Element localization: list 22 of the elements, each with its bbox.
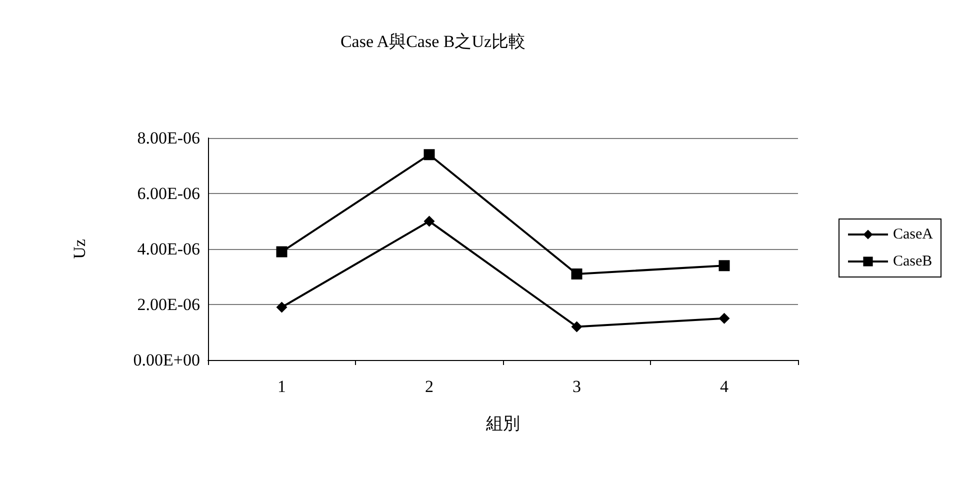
x-tick-label: 2 (425, 377, 434, 396)
legend-label: CaseA (893, 226, 934, 242)
point (718, 312, 730, 324)
point (276, 246, 288, 258)
x-tick-label: 4 (720, 377, 729, 396)
x-tick-label: 3 (572, 377, 581, 396)
y-tick-label: 4.00E-06 (137, 240, 200, 258)
chart-title: Case A與Case B之Uz比較 (340, 32, 526, 51)
point (424, 149, 435, 160)
legend-label: CaseB (893, 254, 932, 270)
point (276, 302, 288, 313)
point (424, 216, 435, 227)
x-axis-title: 組別 (485, 414, 520, 433)
point (571, 268, 582, 280)
y-tick-label: 6.00E-06 (137, 184, 200, 203)
y-tick-label: 0.00E+00 (133, 350, 200, 370)
point (571, 321, 582, 332)
point (718, 260, 730, 272)
y-tick-label: 8.00E-06 (137, 128, 200, 148)
y-tick-label: 2.00E-06 (137, 295, 200, 314)
y-axis-title: Uz (70, 238, 89, 259)
x-tick-label: 1 (278, 377, 286, 396)
